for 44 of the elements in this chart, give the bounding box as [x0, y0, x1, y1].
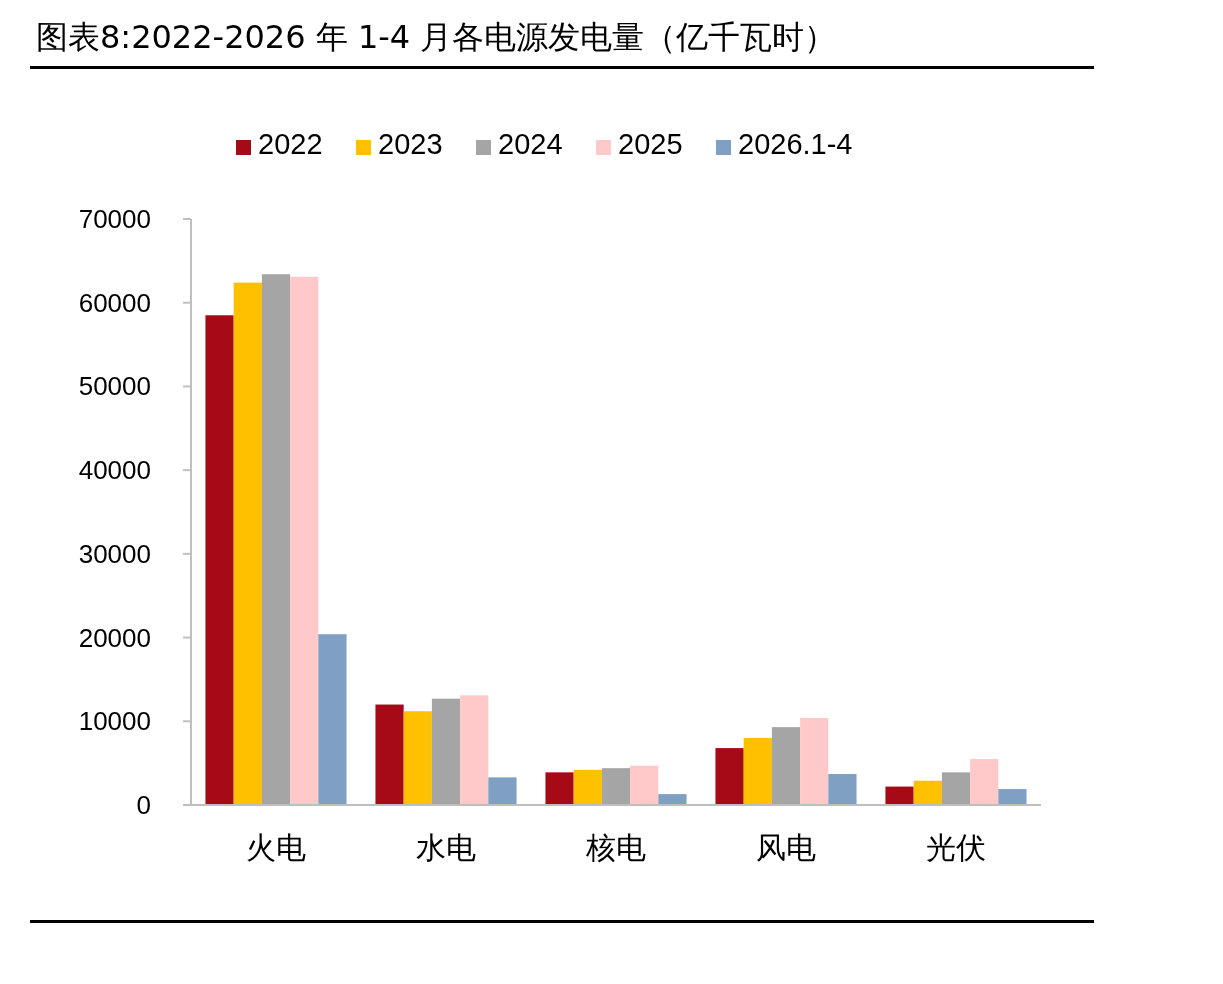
bar [998, 789, 1027, 805]
y-tick-label: 0 [136, 790, 151, 820]
legend-label: 2022 [258, 128, 323, 160]
chart-title: 图表8:2022-2026 年 1-4 月各电源发电量（亿千瓦时） [36, 18, 837, 56]
y-tick-label: 50000 [78, 371, 151, 402]
bar [573, 769, 602, 805]
bar [403, 711, 432, 805]
bar [318, 634, 347, 805]
y-tick-label: 30000 [78, 538, 151, 569]
x-tick-label: 水电 [416, 830, 476, 865]
bar [828, 774, 857, 805]
bar [601, 768, 631, 805]
y-tick-label: 70000 [78, 204, 151, 234]
bar [431, 698, 461, 805]
bar [545, 772, 574, 805]
bar [885, 786, 914, 805]
x-tick-label: 光伏 [926, 830, 986, 865]
bar [261, 274, 291, 805]
bar [941, 772, 971, 805]
bar [743, 738, 772, 805]
bar [488, 777, 517, 805]
bar [658, 794, 687, 805]
legend-label: 2025 [618, 128, 683, 160]
bar [375, 704, 404, 805]
y-tick-label: 60000 [78, 287, 151, 318]
bar [460, 695, 489, 805]
y-tick-label: 40000 [78, 455, 151, 486]
x-tick-label: 核电 [585, 830, 646, 865]
bar [630, 765, 659, 805]
legend-label: 2026.1-4 [738, 128, 853, 160]
bar [290, 276, 319, 805]
y-tick-label: 20000 [78, 622, 151, 653]
y-tick-label: 10000 [78, 706, 151, 737]
legend-label: 2024 [498, 128, 563, 160]
bar [913, 780, 942, 805]
bar [771, 727, 801, 805]
legend-label: 2023 [378, 128, 443, 160]
bar [800, 717, 829, 805]
bar [970, 758, 999, 805]
x-tick-label: 火电 [246, 830, 306, 865]
bar [233, 282, 262, 805]
bar [205, 315, 234, 805]
bar [715, 748, 744, 805]
x-tick-label: 风电 [756, 830, 816, 865]
